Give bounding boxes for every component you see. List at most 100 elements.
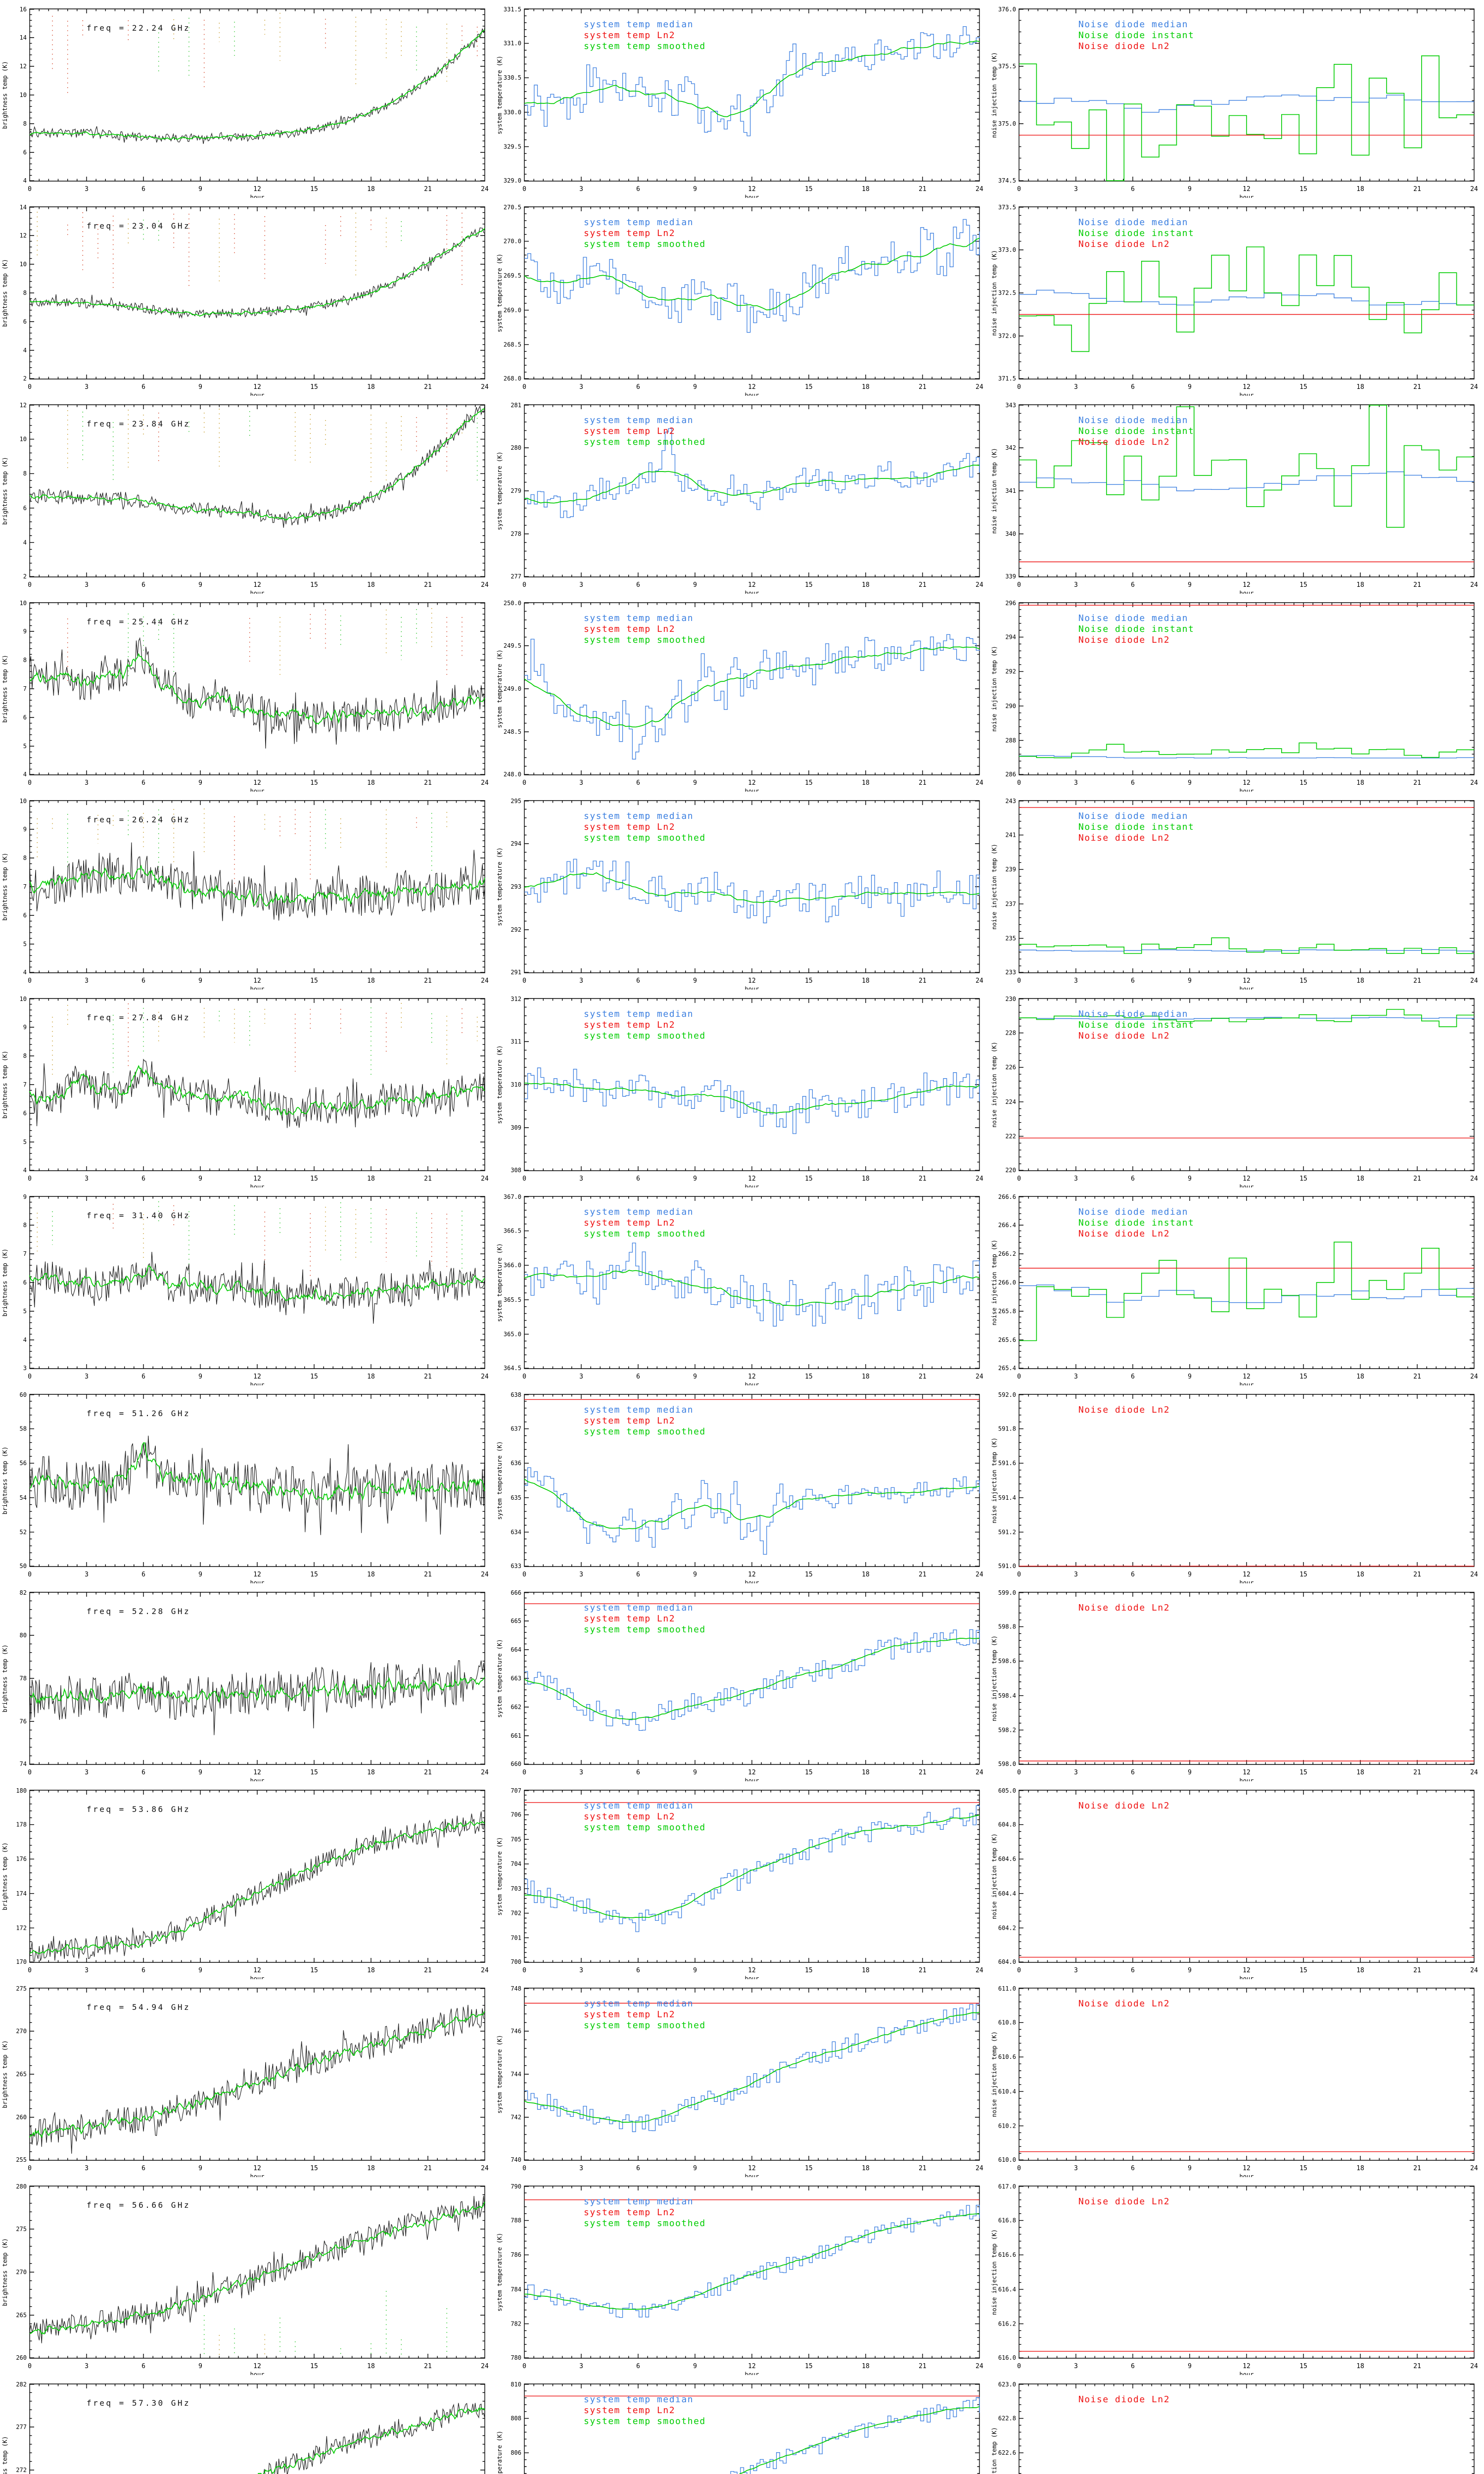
legend-entry: Noise diode median <box>1078 1009 1188 1019</box>
y-tick-label: 7 <box>23 1081 27 1088</box>
x-tick-label: 24 <box>1470 1571 1478 1578</box>
y-tick-label: 808 <box>510 2415 521 2422</box>
x-tick-label: 12 <box>748 1175 756 1183</box>
legend-entry: system temp smoothed <box>584 1427 706 1437</box>
y-tick-label: 250.0 <box>504 600 521 607</box>
y-tick-label: 617.0 <box>998 2183 1016 2190</box>
x-tick-label: 18 <box>862 581 870 589</box>
x-tick-label: 18 <box>367 186 375 193</box>
legend-entry: system temp smoothed <box>584 2020 706 2031</box>
x-tick-label: 24 <box>975 2363 983 2370</box>
system-temp-smoothed-trace <box>524 646 980 728</box>
y-tick-label: 610.6 <box>998 2053 1016 2060</box>
x-tick-label: 18 <box>367 779 375 787</box>
x-tick-label: 12 <box>253 2165 261 2172</box>
system-temp-series <box>524 1603 980 1731</box>
x-tick-label: 12 <box>1243 383 1251 391</box>
x-tick-label: 3 <box>85 1967 89 1974</box>
x-tick-label: 6 <box>141 1769 145 1776</box>
y-tick-label: 220 <box>1005 1167 1016 1174</box>
x-tick-label: 21 <box>424 2165 432 2172</box>
y-tick-label: 367.0 <box>504 1193 521 1200</box>
y-tick-label: 7 <box>23 883 27 890</box>
cell-system-temp-row10: 0 3 6 9 12 15 18 21 24 740 742 744 746 748 hour system … <box>495 1979 989 2177</box>
x-tick-label: 12 <box>1243 1571 1251 1578</box>
system-temp-series <box>524 219 980 333</box>
x-tick-label: 12 <box>253 2363 261 2370</box>
x-tick-label: 15 <box>1299 1967 1307 1974</box>
cell-brightness-row1: 0 3 6 9 12 15 18 21 24 2 4 6 8 10 12 14 hour brightness t… <box>0 198 495 396</box>
axes: 0 3 6 9 12 15 18 21 24 233 235 237 239 241 243 hour <box>1005 798 1478 990</box>
x-tick-label: 24 <box>481 977 489 985</box>
x-tick-label: 24 <box>975 581 983 589</box>
cell-noise-diode-row12: 03691215182124622.0622.2622.4622.6622.86… <box>989 2375 1484 2474</box>
y-tick-label: 365.0 <box>504 1331 521 1337</box>
x-tick-label: 18 <box>367 2165 375 2172</box>
system-temp-plot: 0 3 6 9 12 15 18 21 24 740 742 744 746 748 hour system … <box>496 1985 983 2177</box>
x-tick-label: 3 <box>579 383 583 391</box>
x-tick-label: 21 <box>919 1769 927 1776</box>
cell-system-temp-row11: 0 3 6 9 12 15 18 21 24 780 782 784 786 788 790 hour syst… <box>495 2177 989 2375</box>
y-tick-label: 176 <box>16 1856 27 1862</box>
legend-entry: system temp smoothed <box>584 1229 706 1239</box>
x-tick-label: 18 <box>1356 383 1364 391</box>
y-axis-label: noise injection temp (K) <box>991 1042 998 1127</box>
x-tick-label: 3 <box>579 2165 583 2172</box>
y-tick-label: 604.0 <box>998 1958 1016 1965</box>
y-tick-label: 636 <box>510 1460 521 1467</box>
x-axis-label: hour <box>250 1975 265 1979</box>
noise-diode-plot: 0 3 6 9 12 15 18 21 24 233 235 237 239 241 243 hour nois… <box>991 798 1478 990</box>
x-tick-label: 15 <box>805 1175 813 1183</box>
y-tick-label: 10 <box>20 261 27 268</box>
axes: 0 3 6 9 12 15 18 21 24 604.0 604.2 604.4 604.6 604.8 6… <box>998 1787 1478 1979</box>
axes: 0 3 6 9 12 15 18 21 24 291 292 293 294 295 hour <box>510 798 983 990</box>
y-tick-label: 5 <box>23 1139 27 1145</box>
legend-entry: Noise diode instant <box>1078 1218 1194 1228</box>
noise-diode-plot: 0 3 6 9 12 15 18 21 24 598.0 598.2 598.4 598.6 598.8 5… <box>991 1589 1478 1781</box>
y-tick-label: 616.2 <box>998 2320 1016 2327</box>
legend-entry: system temp smoothed <box>584 437 706 447</box>
freq-label: freq = 25.44 GHz <box>87 617 190 626</box>
x-tick-label: 3 <box>85 186 89 193</box>
x-tick-label: 15 <box>310 383 318 391</box>
x-tick-label: 9 <box>1188 1175 1192 1183</box>
x-tick-label: 24 <box>1470 1769 1478 1776</box>
cell-noise-diode-row3: 0 3 6 9 12 15 18 21 24 286 288 290 292 294 296 hour nois… <box>989 594 1484 792</box>
legend-entry: Noise diode Ln2 <box>1078 437 1170 447</box>
y-tick-label: 60 <box>20 1391 27 1398</box>
cell-system-temp-row7: 0 3 6 9 12 15 18 21 24 633 634 635 636 637 638 hour syst… <box>495 1385 989 1583</box>
y-tick-label: 249.0 <box>504 685 521 692</box>
y-tick-label: 280 <box>510 444 521 451</box>
legend-entry: system temp Ln2 <box>584 1811 675 1822</box>
x-tick-label: 15 <box>310 977 318 985</box>
calibration-dot-columns <box>67 608 463 681</box>
brightness-series <box>29 405 485 528</box>
x-tick-label: 18 <box>1356 1373 1364 1380</box>
x-tick-label: 9 <box>198 2165 202 2172</box>
y-tick-label: 178 <box>16 1821 27 1828</box>
y-tick-label: 598.6 <box>998 1658 1016 1665</box>
x-axis-label: hour <box>1240 1579 1254 1583</box>
y-tick-label: 598.4 <box>998 1692 1016 1699</box>
noise-diode-plot: 0 3 6 9 12 15 18 21 24 220 222 224 226 228 230 hour nois… <box>991 996 1478 1188</box>
brightness-trace <box>29 653 485 725</box>
x-tick-label: 12 <box>748 1373 756 1380</box>
x-tick-label: 3 <box>1074 186 1078 193</box>
x-tick-label: 15 <box>1299 1769 1307 1776</box>
x-axis-label: hour <box>250 392 265 396</box>
x-tick-label: 18 <box>367 977 375 985</box>
x-axis-label: hour <box>250 590 265 594</box>
y-tick-label: 366.0 <box>504 1262 521 1269</box>
y-tick-label: 6 <box>23 1110 27 1117</box>
y-tick-label: 342 <box>1005 444 1016 451</box>
axes: 0 3 6 9 12 15 18 21 24 660 661 662 663 664 665 666 hour <box>510 1589 983 1781</box>
noise-diode-median-trace <box>1019 289 1474 306</box>
cell-system-temp-row4: 0 3 6 9 12 15 18 21 24 291 292 293 294 295 hour system … <box>495 792 989 990</box>
y-tick-label: 288 <box>1005 737 1016 744</box>
y-tick-label: 331.0 <box>504 40 521 47</box>
x-axis-label: hour <box>745 194 759 198</box>
x-tick-label: 15 <box>805 581 813 589</box>
